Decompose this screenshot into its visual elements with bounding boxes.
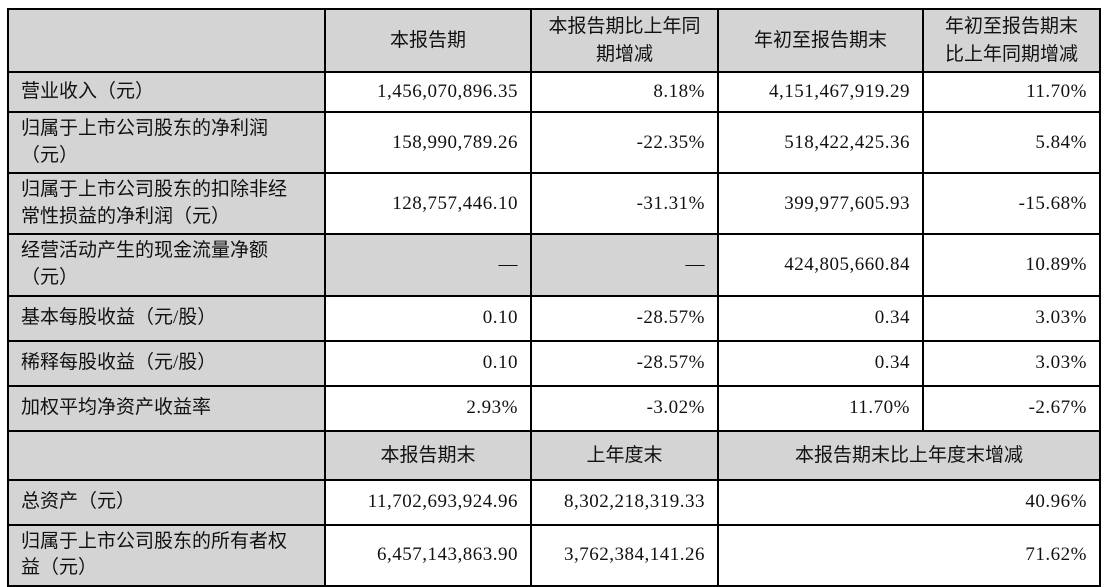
cell-value: 8,302,218,319.33 (530, 478, 719, 526)
row-label-text: 归属于上市公司股东的所有者权益（元） (21, 530, 288, 579)
table-row-net-profit-excl-nonrecurring: 归属于上市公司股东的扣除非经常性损益的净利润（元） 128,757,446.10… (7, 172, 1101, 236)
cell-value: -3.02% (530, 384, 719, 432)
row-label-text: 稀释每股收益（元/股） (21, 351, 217, 373)
row-label: 稀释每股收益（元/股） (7, 339, 326, 387)
cell-value: -31.31% (530, 172, 719, 236)
cell-value: -28.57% (530, 339, 719, 387)
cell-value: 2.93% (324, 384, 532, 432)
header-end-of-last-year: 上年度末 (530, 429, 719, 481)
cell-value-dash: — (324, 233, 532, 297)
cell-value-dash: — (530, 233, 719, 297)
table-row-basic-eps: 基本每股收益（元/股） 0.10 -28.57% 0.34 3.03% (7, 294, 1101, 342)
table-row-total-assets: 总资产（元） 11,702,693,924.96 8,302,218,319.3… (7, 478, 1101, 526)
cell-value: 6,457,143,863.90 (324, 523, 532, 587)
row-label-text: 加权平均净资产收益率 (21, 396, 212, 418)
row-label: 归属于上市公司股东的所有者权益（元） (7, 523, 326, 587)
section2-header-row: 本报告期末 上年度末 本报告期末比上年度末增减 (7, 429, 1101, 481)
cell-value: 11,702,693,924.96 (324, 478, 532, 526)
cell-value: 8.18% (530, 71, 719, 114)
table-row-operating-cash-flow: 经营活动产生的现金流量净额（元） — — 424,805,660.84 10.8… (7, 233, 1101, 297)
cell-value: -28.57% (530, 294, 719, 342)
header-label: 本报告期末 (380, 444, 476, 466)
row-label-text: 基本每股收益（元/股） (21, 306, 217, 328)
table-row-weighted-avg-roe: 加权平均净资产收益率 2.93% -3.02% 11.70% -2.67% (7, 384, 1101, 432)
cell-value: 3.03% (922, 294, 1101, 342)
cell-value: 4,151,467,919.29 (717, 71, 924, 114)
header-label: 本报告期末比上年度末增减 (794, 444, 1023, 466)
cell-value: 3,762,384,141.26 (530, 523, 719, 587)
header-label: 年初至报告期末 (753, 30, 887, 52)
financial-summary-table: 本报告期 本报告期比上年同期增减 年初至报告期末 年初至报告期末比上年同期增减 … (7, 7, 1101, 587)
cell-value: 40.96% (717, 478, 1101, 526)
cell-value: 3.03% (922, 339, 1101, 387)
cell-value: 0.34 (717, 339, 924, 387)
cell-value: 1,456,070,896.35 (324, 71, 532, 114)
header-current-period: 本报告期 (324, 7, 532, 74)
section1-header-row: 本报告期 本报告期比上年同期增减 年初至报告期末 年初至报告期末比上年同期增减 (7, 7, 1101, 74)
header-year-to-date-yoy-change: 年初至报告期末比上年同期增减 (922, 7, 1101, 74)
cell-value: -2.67% (922, 384, 1101, 432)
cell-value: 0.34 (717, 294, 924, 342)
cell-value: 5.84% (922, 111, 1101, 175)
row-label-text: 归属于上市公司股东的净利润（元） (21, 118, 269, 166)
row-label-text: 归属于上市公司股东的扣除非经常性损益的净利润（元） (21, 179, 288, 227)
table-row-operating-revenue: 营业收入（元） 1,456,070,896.35 8.18% 4,151,467… (7, 71, 1101, 114)
row-label: 基本每股收益（元/股） (7, 294, 326, 342)
header-current-period-yoy-change: 本报告期比上年同期增减 (530, 7, 719, 74)
header-year-to-date: 年初至报告期末 (717, 7, 924, 74)
cell-value: -15.68% (922, 172, 1101, 236)
row-label-text: 营业收入（元） (21, 80, 155, 102)
corner-cell (7, 7, 326, 74)
row-label-text: 总资产（元） (21, 490, 136, 512)
report-page: 本报告期 本报告期比上年同期增减 年初至报告期末 年初至报告期末比上年同期增减 … (7, 7, 1101, 587)
cell-value: -22.35% (530, 111, 719, 175)
table-row-net-profit: 归属于上市公司股东的净利润（元） 158,990,789.26 -22.35% … (7, 111, 1101, 175)
cell-value: 11.70% (922, 71, 1101, 114)
header-label: 本报告期比上年同期增减 (548, 16, 701, 65)
cell-value: 399,977,605.93 (717, 172, 924, 236)
cell-value: 0.10 (324, 339, 532, 387)
header-label: 年初至报告期末比上年同期增减 (944, 16, 1078, 65)
header-end-of-period: 本报告期末 (324, 429, 532, 481)
row-label: 总资产（元） (7, 478, 326, 526)
row-label-text: 经营活动产生的现金流量净额（元） (21, 240, 269, 289)
row-label: 归属于上市公司股东的净利润（元） (7, 111, 326, 175)
table-row-shareholders-equity: 归属于上市公司股东的所有者权益（元） 6,457,143,863.90 3,76… (7, 523, 1101, 587)
cell-value: 424,805,660.84 (717, 233, 924, 297)
header-label: 上年度末 (586, 444, 663, 466)
cell-value: 518,422,425.36 (717, 111, 924, 175)
row-label: 营业收入（元） (7, 71, 326, 114)
header-change-vs-last-year-end: 本报告期末比上年度末增减 (717, 429, 1101, 481)
header-label: 本报告期 (389, 30, 466, 52)
cell-value: 11.70% (717, 384, 924, 432)
corner-cell (7, 429, 326, 481)
row-label: 经营活动产生的现金流量净额（元） (7, 233, 326, 297)
cell-value: 158,990,789.26 (324, 111, 532, 175)
table-row-diluted-eps: 稀释每股收益（元/股） 0.10 -28.57% 0.34 3.03% (7, 339, 1101, 387)
cell-value: 10.89% (922, 233, 1101, 297)
cell-value: 71.62% (717, 523, 1101, 587)
cell-value: 0.10 (324, 294, 532, 342)
row-label: 加权平均净资产收益率 (7, 384, 326, 432)
cell-value: 128,757,446.10 (324, 172, 532, 236)
row-label: 归属于上市公司股东的扣除非经常性损益的净利润（元） (7, 172, 326, 236)
